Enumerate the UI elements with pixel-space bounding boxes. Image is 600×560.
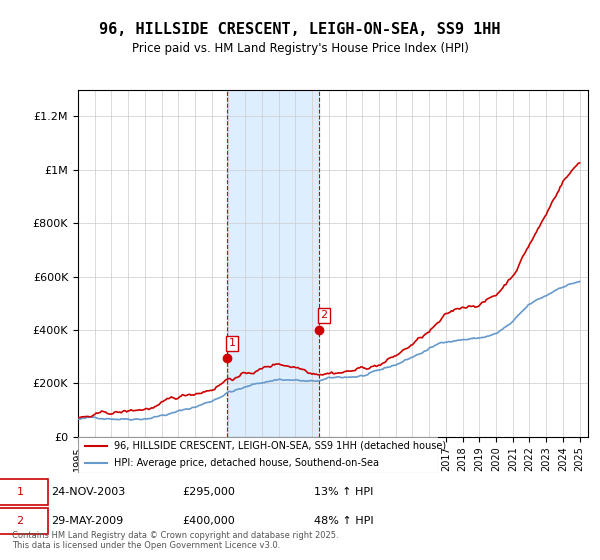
FancyBboxPatch shape [0,479,49,505]
FancyBboxPatch shape [0,508,49,534]
Text: 1: 1 [229,338,235,348]
Bar [227,90,319,437]
Text: HPI: Average price, detached house, Southend-on-Sea: HPI: Average price, detached house, Sout… [114,458,379,468]
Text: 1: 1 [16,487,23,497]
Text: 48% ↑ HPI: 48% ↑ HPI [314,516,373,526]
Text: 13% ↑ HPI: 13% ↑ HPI [314,487,373,497]
Text: Price paid vs. HM Land Registry's House Price Index (HPI): Price paid vs. HM Land Registry's House … [131,42,469,55]
Text: Contains HM Land Registry data © Crown copyright and database right 2025.
This d: Contains HM Land Registry data © Crown c… [12,530,338,550]
Text: £295,000: £295,000 [182,487,235,497]
Text: 29-MAY-2009: 29-MAY-2009 [52,516,124,526]
Text: 96, HILLSIDE CRESCENT, LEIGH-ON-SEA, SS9 1HH: 96, HILLSIDE CRESCENT, LEIGH-ON-SEA, SS9… [99,22,501,38]
Text: 24-NOV-2003: 24-NOV-2003 [52,487,125,497]
Text: £400,000: £400,000 [182,516,235,526]
FancyBboxPatch shape [78,437,438,473]
Text: 2: 2 [16,516,23,526]
Text: 96, HILLSIDE CRESCENT, LEIGH-ON-SEA, SS9 1HH (detached house): 96, HILLSIDE CRESCENT, LEIGH-ON-SEA, SS9… [114,441,446,451]
Text: 2: 2 [320,310,328,320]
